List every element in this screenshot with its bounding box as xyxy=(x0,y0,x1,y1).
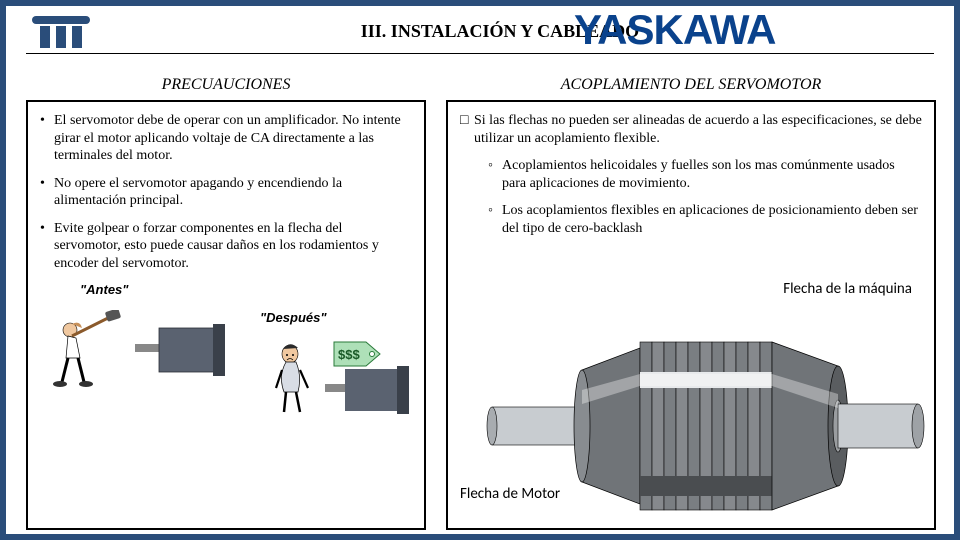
bullet-dot-icon: • xyxy=(40,220,54,273)
antes-label: "Antes" xyxy=(80,282,128,298)
sub-bullet-item: ◦ Los acoplamientos flexibles en aplicac… xyxy=(488,202,922,237)
left-column: PRECUAUCIONES • El servomotor debe de op… xyxy=(26,76,426,530)
bullet-item: • El servomotor debe de operar con un am… xyxy=(40,112,412,165)
motor-box-icon xyxy=(325,366,410,416)
right-heading: ACOPLAMIENTO DEL SERVOMOTOR xyxy=(446,76,936,94)
bullet-text: El servomotor debe de operar con un ampl… xyxy=(54,112,412,165)
bullet-ring-icon: ◦ xyxy=(488,157,502,192)
motor-box-icon xyxy=(135,324,225,379)
right-column: ACOPLAMIENTO DEL SERVOMOTOR □ Si las fle… xyxy=(446,76,936,530)
worker-sad-icon xyxy=(268,340,328,415)
yaskawa-logo: YASKAWA xyxy=(574,8,944,59)
bullet-text: Evite golpear o forzar componentes en la… xyxy=(54,220,412,273)
bullet-ring-icon: ◦ xyxy=(488,202,502,237)
left-heading: PRECUAUCIONES xyxy=(26,76,426,94)
bullet-text: Acoplamientos helicoidales y fuelles son… xyxy=(502,157,922,192)
header: III. INSTALACIÓN Y CABLEADO YASKAWA xyxy=(26,14,934,54)
slide: III. INSTALACIÓN Y CABLEADO YASKAWA PREC… xyxy=(6,6,954,534)
bullet-dot-icon: • xyxy=(40,175,54,210)
svg-text:$$$: $$$ xyxy=(338,347,360,362)
bullet-square-icon: □ xyxy=(460,112,474,147)
sub-bullet-item: ◦ Acoplamientos helicoidales y fuelles s… xyxy=(488,157,922,192)
bullet-item: • No opere el servomotor apagando y ence… xyxy=(40,175,412,210)
coupling-diagram-icon xyxy=(472,312,932,522)
worker-hammer-icon xyxy=(50,310,130,390)
bullet-text: No opere el servomotor apagando y encend… xyxy=(54,175,412,210)
left-box: • El servomotor debe de operar con un am… xyxy=(26,100,426,530)
flecha-maquina-label: Flecha de la máquina xyxy=(783,280,912,299)
bullet-text: Los acoplamientos flexibles en aplicacio… xyxy=(502,202,922,237)
bullet-dot-icon: • xyxy=(40,112,54,165)
despues-label: "Después" xyxy=(260,310,327,326)
illustration-row: "Antes" "Después" xyxy=(40,282,412,432)
bullet-item: • Evite golpear o forzar componentes en … xyxy=(40,220,412,273)
svg-text:YASKAWA: YASKAWA xyxy=(574,8,776,53)
bullet-text: Si las flechas no pueden ser alineadas d… xyxy=(474,112,922,147)
bullet-item: □ Si las flechas no pueden ser alineadas… xyxy=(460,112,922,147)
right-box: □ Si las flechas no pueden ser alineadas… xyxy=(446,100,936,530)
